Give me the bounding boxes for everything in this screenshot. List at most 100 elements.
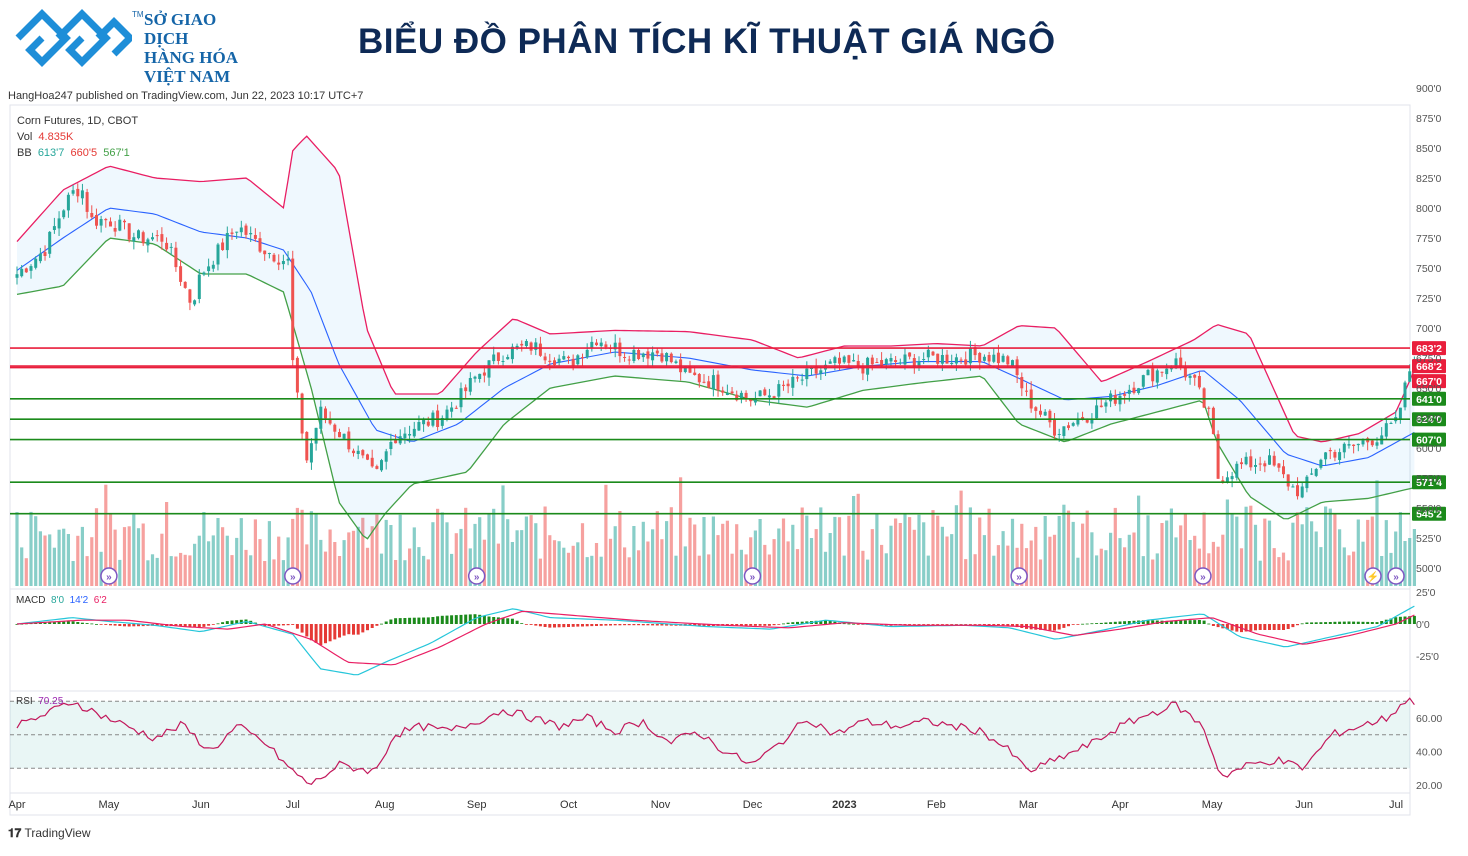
macd-histogram-bar (1207, 623, 1211, 625)
candle (459, 382, 463, 413)
macd-histogram-bar (141, 624, 145, 627)
volume-bar (384, 519, 388, 586)
volume-bar (165, 502, 169, 586)
volume-bar (725, 520, 729, 586)
macd-histogram-bar (277, 624, 281, 626)
candle (263, 250, 267, 261)
volume-bar (319, 539, 323, 586)
tradingview-footer[interactable]: 𝟏𝟕 TradingView (8, 826, 91, 841)
volume-bar (1333, 514, 1337, 586)
volume-bar (183, 554, 187, 586)
macd-histogram-bar (1015, 624, 1019, 628)
event-markers[interactable]: » » » » » » ⚡ » (100, 567, 1405, 585)
macd-value-1: 8'0 (51, 595, 65, 606)
volume-bar (244, 549, 248, 586)
level-tag: 545'2 (1416, 509, 1442, 521)
price-axis: 900'0 875'0 850'0 825'0 800'0 775'0 750'0 725'0… (1416, 83, 1442, 575)
event-marker-icon[interactable]: » (1387, 567, 1405, 585)
macd-histogram-bar (417, 617, 421, 624)
volume-bar (1347, 555, 1351, 586)
macd-histogram-bar (1291, 624, 1295, 628)
volume-bar (534, 523, 538, 586)
candle (646, 347, 650, 367)
price-tick-label: 675'0 (1416, 353, 1442, 365)
candle (1244, 452, 1248, 466)
legend-vol-value: 4.835K (38, 131, 74, 143)
event-marker-icon[interactable]: » (1194, 567, 1212, 585)
macd-histogram-bar (964, 624, 968, 625)
event-marker-icon[interactable]: » (743, 567, 762, 585)
tradingview-logo-icon: 𝟏𝟕 (8, 826, 22, 840)
volume-bar (328, 529, 332, 586)
candle (637, 347, 641, 361)
candle (1043, 409, 1047, 416)
candle (286, 251, 290, 266)
volume-bar (1225, 499, 1229, 586)
event-marker-icon[interactable]: » (1010, 567, 1028, 585)
macd-histogram-bar (1235, 624, 1239, 632)
time-tick-label: Oct (560, 799, 577, 811)
volume-bar (34, 516, 38, 586)
macd-histogram-bar (1118, 621, 1122, 624)
volume-bar (866, 559, 870, 586)
macd-histogram-bar (735, 624, 739, 626)
macd-histogram-bar (1258, 624, 1262, 630)
volume-bar (1038, 559, 1043, 586)
legend-bb-lower: 567'1 (103, 147, 130, 159)
volume-bar (57, 529, 61, 586)
macd-histogram-bar (1099, 622, 1103, 624)
legend-vol-label: Vol (17, 131, 33, 143)
event-marker-icon[interactable]: » (467, 567, 486, 585)
candle (1263, 460, 1267, 473)
time-tick-label: Jun (192, 799, 210, 811)
candle (758, 390, 762, 397)
event-marker-icon[interactable]: ⚡ (1364, 567, 1382, 585)
event-marker-icon[interactable]: » (100, 567, 118, 585)
macd-histogram-bar (1398, 616, 1402, 624)
volume-bar (94, 508, 99, 586)
macd-histogram-bar (1174, 620, 1178, 624)
candle (1300, 482, 1304, 499)
macd-histogram-bar (912, 624, 916, 625)
macd-histogram-bar (987, 624, 991, 626)
volume-bar (90, 537, 94, 586)
macd-histogram-bar (1109, 622, 1113, 624)
candle (964, 351, 968, 368)
bb-upper-line (16, 135, 1415, 443)
svg-text:»: » (106, 572, 112, 583)
volume-bar (1216, 546, 1220, 586)
volume-bar (651, 529, 655, 586)
volume-bar (122, 527, 127, 586)
volume-bar (646, 541, 650, 586)
volume-bar (66, 534, 70, 586)
volume-bar (1324, 506, 1328, 586)
chart-legend: Corn Futures, 1D, CBOT Vol 4.835K BB 613… (17, 113, 138, 161)
volume-bar (132, 514, 136, 586)
candle (1296, 477, 1299, 500)
candle (898, 358, 902, 365)
candle (1398, 407, 1402, 424)
volume-bar (557, 541, 561, 586)
volume-bar (99, 551, 103, 586)
macd-histogram-bar (132, 624, 136, 627)
volume-bar (48, 534, 52, 586)
candle (473, 375, 477, 383)
macd-histogram-bar (959, 624, 963, 625)
candle (814, 358, 818, 379)
macd-histogram-bar (641, 624, 645, 626)
volume-bar (1081, 523, 1085, 586)
volume-bar (1146, 515, 1150, 586)
candle (454, 405, 458, 409)
volume-bar (52, 547, 56, 586)
candle (1272, 451, 1276, 467)
volume-bar (258, 539, 262, 586)
candle (1034, 406, 1038, 419)
time-tick-label: Nov (651, 799, 671, 811)
price-tick-label: 600'0 (1416, 443, 1442, 455)
volume-bar (632, 526, 636, 586)
macd-histogram-bar (384, 621, 388, 624)
candle (267, 252, 271, 259)
volume-bar (179, 552, 183, 586)
event-marker-icon[interactable]: » (284, 567, 302, 585)
